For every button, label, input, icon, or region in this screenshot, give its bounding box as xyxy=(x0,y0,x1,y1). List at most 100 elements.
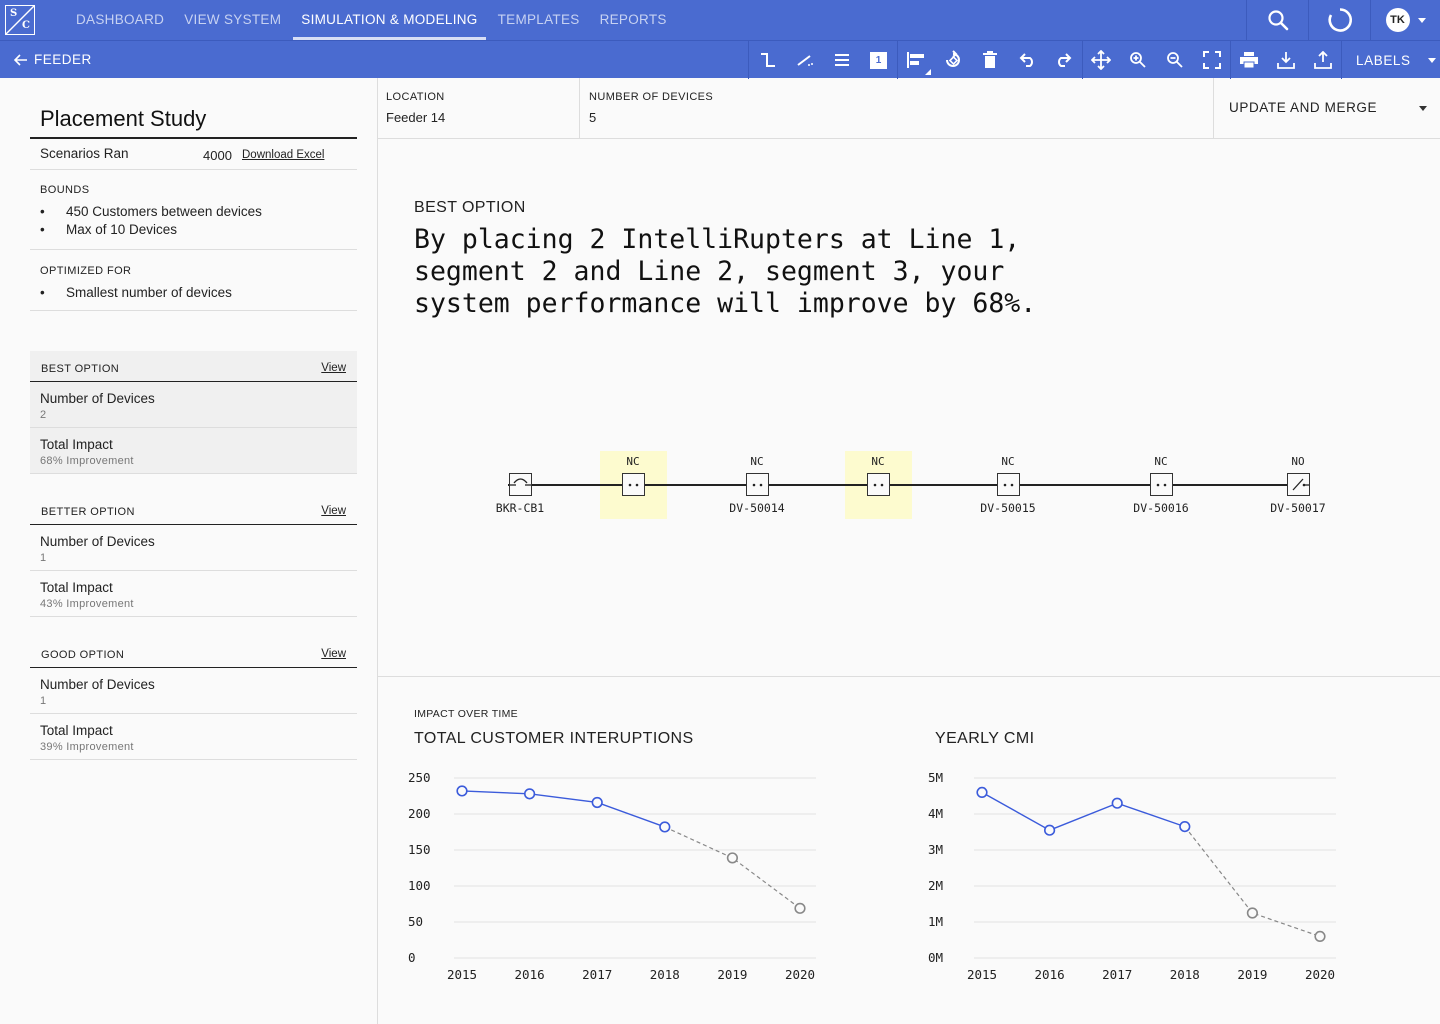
back-to-feeder-button[interactable]: FEEDER xyxy=(14,41,92,79)
move-icon[interactable] xyxy=(1082,41,1119,79)
y-tick-label: 5M xyxy=(928,770,943,785)
align-left-icon[interactable] xyxy=(897,41,934,79)
option-title: BETTER OPTION xyxy=(41,506,135,518)
data-point[interactable] xyxy=(1043,824,1056,836)
devices-value: 5 xyxy=(589,110,597,125)
option-impact-row: Total Impact 68% Improvement xyxy=(30,428,357,474)
search-icon[interactable] xyxy=(1246,0,1308,40)
option-header: GOOD OPTION View xyxy=(30,637,357,668)
refresh-icon[interactable] xyxy=(1308,0,1370,40)
option-devices-value: 2 xyxy=(40,409,47,421)
divider xyxy=(378,676,1440,677)
option-devices-label: Number of Devices xyxy=(40,534,155,549)
option-view-link[interactable]: View xyxy=(321,505,346,517)
switch-icon xyxy=(867,473,890,496)
line-segment-icon[interactable] xyxy=(749,41,786,79)
y-tick-label: 0M xyxy=(928,950,943,965)
option-card: GOOD OPTION View Number of Devices 1 Total I… xyxy=(30,637,357,760)
data-point[interactable] xyxy=(726,852,739,864)
y-tick-label: 250 xyxy=(408,770,431,785)
logo-letter-top: S xyxy=(10,8,18,19)
rotate-icon[interactable] xyxy=(934,41,971,79)
trash-icon[interactable] xyxy=(971,41,1008,79)
projected-series-line xyxy=(664,826,801,909)
projected-series-line xyxy=(1184,826,1321,937)
user-menu[interactable]: TK xyxy=(1370,0,1440,40)
labels-label: LABELS xyxy=(1356,52,1411,68)
option-impact-value: 39% Improvement xyxy=(40,741,134,753)
x-tick-label: 2017 xyxy=(582,967,612,982)
chart-title-interruptions: TOTAL CUSTOMER INTERUPTIONS xyxy=(414,730,694,747)
download-icon[interactable] xyxy=(1267,41,1304,79)
data-point[interactable] xyxy=(1111,797,1123,809)
nav-tab-reports[interactable]: REPORTS xyxy=(599,12,667,27)
nav-tab-dashboard[interactable]: DASHBOARD xyxy=(76,12,165,27)
update-and-merge-dropdown[interactable]: UPDATE AND MERGE xyxy=(1213,78,1440,138)
bounds-heading: BOUNDS xyxy=(40,184,90,196)
zoom-out-icon[interactable] xyxy=(1156,41,1193,79)
labels-dropdown[interactable]: LABELS xyxy=(1341,41,1440,79)
undo-icon[interactable] xyxy=(1008,41,1045,79)
device-label: BKR-CB1 xyxy=(495,501,545,515)
nav-tab-simulation-modeling[interactable]: SIMULATION & MODELING xyxy=(293,0,486,40)
redo-icon[interactable] xyxy=(1045,41,1082,79)
nav-tab-templates[interactable]: TEMPLATES xyxy=(497,12,580,27)
align-lines-icon[interactable] xyxy=(823,41,860,79)
bullet: • xyxy=(40,204,45,219)
data-point[interactable] xyxy=(591,796,603,809)
zoom-in-icon[interactable] xyxy=(1119,41,1156,79)
sc-logo[interactable]: S C xyxy=(5,5,35,35)
switch-icon xyxy=(997,473,1020,496)
data-point[interactable] xyxy=(1246,907,1259,919)
line-diagonal-icon[interactable] xyxy=(786,41,823,79)
toolbar: FEEDER 1 LABELS xyxy=(0,40,1440,79)
interruptions-chart: 250 200 150 100 50 0 2015 2016 2017 2018 2019 2020 xyxy=(408,770,816,982)
bounds-item-label: 450 Customers between devices xyxy=(66,204,262,219)
main-panel: LOCATION Feeder 14 NUMBER OF DEVICES 5 U… xyxy=(378,78,1440,1024)
option-impact-value: 43% Improvement xyxy=(40,598,134,610)
divider xyxy=(30,249,357,250)
option-view-link[interactable]: View xyxy=(321,362,346,374)
device-label: DV-50017 xyxy=(1270,501,1326,515)
upload-icon[interactable] xyxy=(1304,41,1341,79)
x-tick-label: 2020 xyxy=(1305,967,1335,982)
device-state: NC xyxy=(871,455,885,468)
number-one-icon[interactable]: 1 xyxy=(860,41,897,79)
option-header: BETTER OPTION View xyxy=(30,494,357,525)
data-point[interactable] xyxy=(456,785,468,797)
impact-over-time-heading: IMPACT OVER TIME xyxy=(414,708,518,720)
chart-title-cmi: YEARLY CMI xyxy=(935,730,1035,747)
device-label: DV-50016 xyxy=(1133,501,1189,515)
x-tick-label: 2019 xyxy=(1237,967,1267,982)
download-excel-link[interactable]: Download Excel xyxy=(242,149,325,161)
data-point[interactable] xyxy=(659,821,671,833)
option-view-link[interactable]: View xyxy=(321,648,346,660)
option-devices-label: Number of Devices xyxy=(40,677,155,692)
data-point[interactable] xyxy=(1179,820,1191,833)
best-option-heading: BEST OPTION xyxy=(414,199,526,216)
scenarios-value: 4000 xyxy=(203,148,232,163)
data-point[interactable] xyxy=(1314,930,1326,942)
avatar: TK xyxy=(1385,8,1410,32)
location-label: LOCATION xyxy=(386,91,445,103)
option-title: BEST OPTION xyxy=(41,363,120,375)
data-point[interactable] xyxy=(523,788,536,800)
option-devices-row: Number of Devices 1 xyxy=(30,668,357,714)
breaker-icon xyxy=(509,473,532,496)
data-point[interactable] xyxy=(976,786,988,799)
y-tick-label: 2M xyxy=(928,878,943,893)
chevron-down-icon xyxy=(1417,17,1426,23)
update-and-merge-label: UPDATE AND MERGE xyxy=(1229,100,1378,115)
chevron-down-icon xyxy=(1419,106,1427,111)
y-tick-label: 4M xyxy=(928,806,943,821)
cmi-chart: 5M 4M 3M 2M 1M 0M 2015 2016 2017 2018 2019 2020 xyxy=(928,770,1336,982)
optimized-item-label: Smallest number of devices xyxy=(66,285,232,300)
chevron-down-icon xyxy=(1427,57,1436,63)
data-point[interactable] xyxy=(794,902,806,914)
option-impact-label: Total Impact xyxy=(40,580,113,595)
bullet: • xyxy=(40,285,45,300)
fullscreen-icon[interactable] xyxy=(1193,41,1230,79)
nav-tab-view-system[interactable]: VIEW SYSTEM xyxy=(184,12,282,27)
print-icon[interactable] xyxy=(1230,41,1267,79)
x-tick-label: 2016 xyxy=(515,967,545,982)
